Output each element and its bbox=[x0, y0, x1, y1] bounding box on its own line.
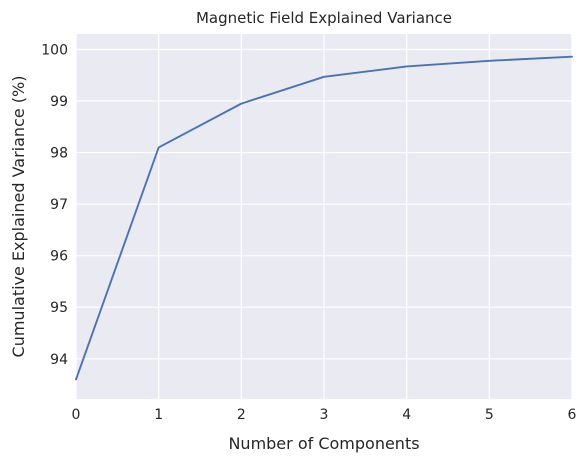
chart-title: Magnetic Field Explained Variance bbox=[196, 9, 452, 27]
x-tick-label: 4 bbox=[402, 407, 411, 423]
y-tick-label: 95 bbox=[50, 300, 68, 316]
x-tick-label: 1 bbox=[154, 407, 163, 423]
y-axis-label: Cumulative Explained Variance (%) bbox=[9, 76, 28, 358]
x-tick-label: 3 bbox=[320, 407, 329, 423]
x-tick-labels: 0 1 2 3 4 5 6 bbox=[72, 407, 577, 423]
x-axis-label: Number of Components bbox=[228, 434, 419, 453]
x-tick-label: 5 bbox=[485, 407, 494, 423]
y-tick-label: 94 bbox=[50, 352, 68, 368]
y-tick-label: 100 bbox=[41, 42, 68, 58]
x-tick-label: 2 bbox=[237, 407, 246, 423]
y-tick-label: 99 bbox=[50, 94, 68, 110]
y-tick-labels: 94 95 96 97 98 99 100 bbox=[41, 42, 68, 367]
y-tick-label: 97 bbox=[50, 197, 68, 213]
y-tick-label: 96 bbox=[50, 249, 68, 265]
y-tick-label: 98 bbox=[50, 146, 68, 162]
x-tick-label: 6 bbox=[568, 407, 577, 423]
x-tick-label: 0 bbox=[72, 407, 81, 423]
